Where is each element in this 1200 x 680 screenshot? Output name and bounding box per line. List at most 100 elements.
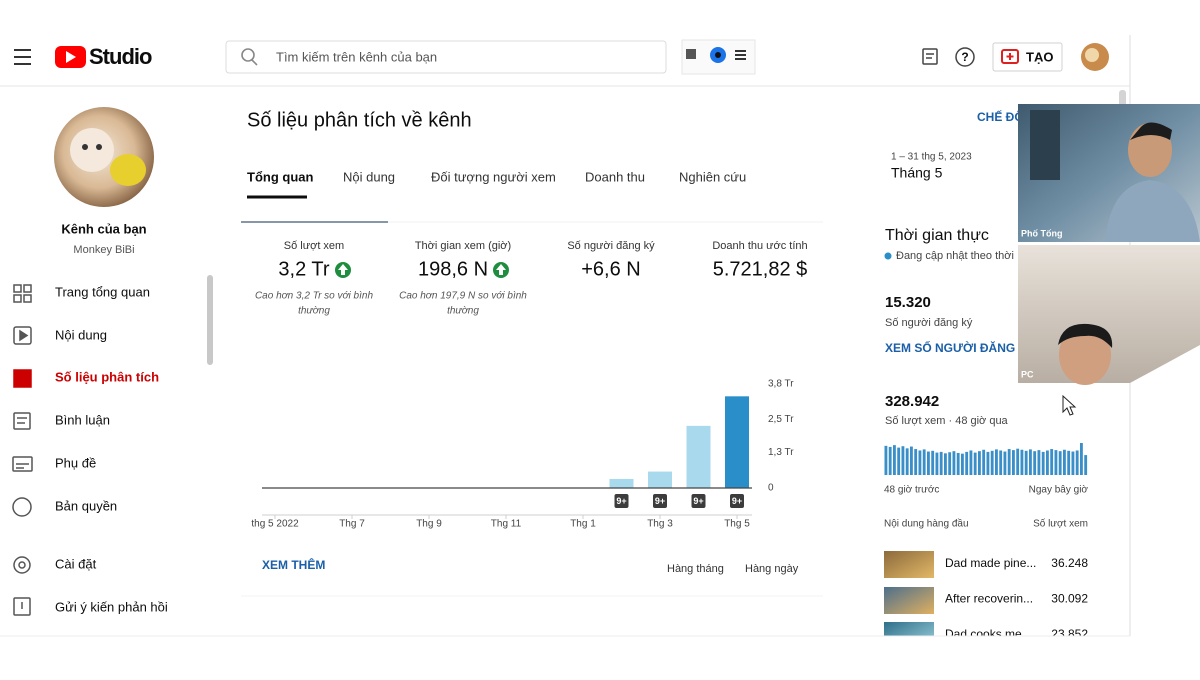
search-box[interactable] [225, 40, 667, 74]
realtime-bar [1050, 449, 1054, 475]
nav-item[interactable]: Số liệu phân tích [55, 369, 159, 384]
realtime-bar [931, 450, 935, 475]
metric-note: Cao hơn 197,9 N so với bình [399, 291, 527, 302]
realtime-bar [927, 451, 930, 475]
bar-badge[interactable] [691, 494, 706, 508]
metric-label: Doanh thu ước tính [712, 240, 807, 252]
realtime-bar [982, 449, 986, 475]
video-title[interactable]: After recoverin... [945, 592, 1033, 606]
participant-name: Phố Tống [1021, 228, 1063, 238]
account-avatar[interactable] [1081, 43, 1109, 71]
realtime-bar [888, 446, 892, 475]
metric-note: Cao hơn 3,2 Tr so với bình [255, 291, 374, 302]
bar-badge-label: 9+ [655, 496, 665, 506]
bar-badge-label: 9+ [732, 496, 742, 506]
video-views: 23.852 [1051, 627, 1088, 641]
video-thumbnail[interactable] [884, 622, 934, 649]
participant-shirt [1105, 180, 1200, 242]
nav-item[interactable]: Bản quyền [55, 498, 117, 513]
tile-corner [1130, 345, 1200, 383]
metric-label: Số lượt xem [284, 240, 344, 252]
help-icon[interactable]: ? [955, 47, 975, 67]
video-thumbnail[interactable] [884, 551, 934, 578]
realtime-bar [956, 452, 960, 475]
nav-item[interactable]: Trang tổng quan [55, 284, 150, 299]
create-label[interactable]: TẠO [1026, 49, 1053, 64]
realtime-bar [965, 451, 969, 475]
realtime-bar [922, 449, 926, 475]
realtime-bar [1046, 450, 1049, 475]
bar-badge[interactable] [730, 494, 744, 508]
realtime-bar [1020, 449, 1024, 475]
realtime-bar [1080, 443, 1083, 475]
y-tick-label: 0 [768, 483, 774, 494]
studio-app: Studio Tìm kiếm trên kênh của bạn ? TẠO [0, 39, 1130, 649]
nav-item[interactable]: Bình luận [55, 412, 110, 427]
background-shelf [1030, 110, 1060, 180]
period-option[interactable]: Hàng ngày [745, 563, 799, 575]
top-content-metric: Số lượt xem [1033, 518, 1088, 530]
feedback-icon[interactable] [922, 48, 938, 65]
nav-item[interactable]: Gửi ý kiến phản hồi [55, 599, 168, 614]
youtube-logo[interactable] [55, 46, 86, 68]
realtime-bar [893, 445, 896, 475]
channel-name: Monkey BiBi [73, 244, 134, 256]
realtime-bar [901, 446, 905, 475]
realtime-bar [1012, 450, 1015, 475]
see-subscribers-link[interactable]: XEM SỐ NGƯỜI ĐĂNG K [885, 340, 1028, 355]
realtime-bar [952, 451, 956, 475]
live-dot [884, 252, 892, 260]
sidebar-scrollbar[interactable] [207, 275, 213, 365]
subscriber-label: Số người đăng ký [885, 317, 973, 329]
realtime-bar [978, 451, 981, 475]
realtime-bar [961, 453, 964, 475]
metric-note: thường [447, 306, 479, 317]
tab[interactable]: Doanh thu [585, 169, 645, 184]
realtime-bar [918, 450, 922, 475]
participant-name: PC [1021, 369, 1034, 379]
nav-item[interactable]: Cài đặt [55, 556, 97, 571]
tab[interactable]: Đối tượng người xem [431, 169, 556, 184]
realtime-bar [1054, 450, 1058, 475]
realtime-status: Đang cập nhật theo thời [896, 250, 1014, 262]
create-button[interactable] [992, 42, 1063, 72]
x-tick-label: Thg 3 [647, 519, 673, 530]
metric-label: Thời gian xem (giờ) [415, 240, 511, 252]
menu-button[interactable] [14, 49, 31, 65]
search-placeholder: Tìm kiếm trên kênh của bạn [276, 49, 437, 64]
nav-item[interactable]: Nội dung [55, 327, 107, 342]
period-option[interactable]: Hàng tháng [667, 563, 724, 575]
realtime-bar [939, 451, 943, 475]
extension-icons[interactable] [681, 39, 756, 75]
realtime-bar [995, 449, 998, 475]
realtime-axis-end: Ngay bây giờ [1029, 485, 1089, 496]
realtime-title: Thời gian thực [885, 227, 989, 244]
mode-link[interactable]: CHẾ ĐỘ [977, 109, 1024, 124]
realtime-bar [935, 452, 939, 475]
bar-badge-label: 9+ [616, 496, 626, 506]
bar-badge[interactable] [653, 494, 667, 508]
realtime-bar [1071, 451, 1075, 475]
period-label: Tháng 5 [891, 165, 943, 181]
video-title[interactable]: Dad cooks me... [945, 627, 1032, 641]
realtime-bar [910, 446, 913, 475]
x-tick-label: Thg 9 [416, 519, 442, 530]
realtime-bar [905, 448, 909, 475]
tab[interactable]: Tổng quan [247, 169, 313, 184]
channel-avatar[interactable] [54, 107, 154, 207]
metric-value: 5.721,82 $ [713, 258, 808, 280]
tab[interactable]: Nghiên cứu [679, 169, 746, 184]
see-more-link[interactable]: XEM THÊM [262, 557, 325, 572]
realtime-bar [1075, 450, 1079, 475]
page-title: Số liệu phân tích về kênh [247, 109, 472, 131]
realtime-bar [897, 447, 901, 475]
realtime-bar [944, 453, 947, 475]
bar-badge[interactable] [614, 494, 629, 508]
up-arrow-icon [335, 262, 509, 278]
x-tick-label: Thg 11 [491, 519, 522, 530]
video-title[interactable]: Dad made pine... [945, 556, 1036, 570]
tab[interactable]: Nội dung [343, 169, 395, 184]
realtime-bar [1029, 449, 1032, 475]
nav-item[interactable]: Phụ đề [55, 455, 96, 470]
video-thumbnail[interactable] [884, 587, 934, 614]
